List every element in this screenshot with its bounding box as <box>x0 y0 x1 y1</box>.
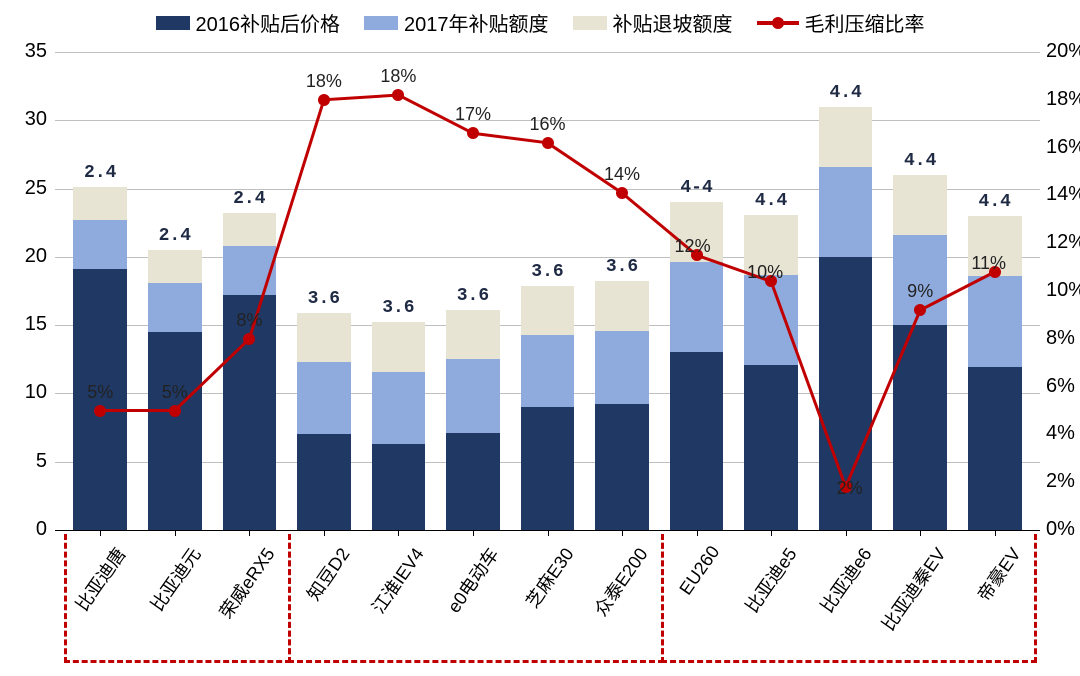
x-axis-label: 芝麻E30 <box>494 542 578 647</box>
legend-swatch-s3 <box>573 16 607 30</box>
legend: 2016补贴后价格 2017年补贴额度 补贴退坡额度 毛利压缩比率 <box>0 8 1080 37</box>
y-left-tick-label: 35 <box>17 40 47 63</box>
line-marker <box>542 137 554 149</box>
y-right-tick-label: 20% <box>1046 40 1080 63</box>
legend-label-s2: 2017年补贴额度 <box>404 8 549 37</box>
x-tick <box>920 530 921 536</box>
y-right-tick-label: 16% <box>1046 136 1080 159</box>
x-axis-label: 知豆D2 <box>271 542 355 647</box>
y-right-tick-label: 12% <box>1046 231 1080 254</box>
x-tick <box>249 530 250 536</box>
line-data-label: 5% <box>87 382 113 403</box>
legend-label-s3: 补贴退坡额度 <box>613 8 733 37</box>
x-tick <box>324 530 325 536</box>
plot-area: 051015202530350%2%4%6%8%10%12%14%16%18%2… <box>55 52 1040 530</box>
line-marker <box>467 127 479 139</box>
x-axis-label: EU260 <box>643 542 723 644</box>
line-marker <box>243 333 255 345</box>
y-right-tick-label: 10% <box>1046 279 1080 302</box>
line-data-label: 8% <box>236 310 262 331</box>
y-left-tick-label: 20 <box>17 245 47 268</box>
line-data-label: 12% <box>675 236 711 257</box>
x-axis-label: 比亚迪秦EV <box>867 542 951 647</box>
legend-item-s1: 2016补贴后价格 <box>156 8 341 37</box>
line-marker <box>392 89 404 101</box>
x-tick <box>175 530 176 536</box>
line-data-label: 9% <box>907 281 933 302</box>
y-left-tick-label: 5 <box>17 450 47 473</box>
line-data-label: 18% <box>380 66 416 87</box>
legend-swatch-s2 <box>364 16 398 30</box>
line-marker <box>94 405 106 417</box>
x-axis-label: 比亚迪e5 <box>718 542 802 647</box>
y-left-tick-label: 0 <box>17 518 47 541</box>
y-right-tick-label: 2% <box>1046 470 1075 493</box>
y-left-tick-label: 30 <box>17 108 47 131</box>
chart-root: 2016补贴后价格 2017年补贴额度 补贴退坡额度 毛利压缩比率 0 5 10 15… <box>0 0 1080 676</box>
line-data-label: 16% <box>529 114 565 135</box>
x-axis-label: 荣威eRX5 <box>196 542 280 647</box>
x-axis-label: 众泰E200 <box>569 542 653 647</box>
legend-label-line: 毛利压缩比率 <box>805 8 925 37</box>
legend-item-line: 毛利压缩比率 <box>757 8 925 37</box>
x-tick <box>697 530 698 536</box>
y-left-tick-label: 10 <box>17 381 47 404</box>
x-axis-label: 比亚迪唐 <box>47 542 131 647</box>
line-marker <box>616 187 628 199</box>
x-axis-label: 比亚迪元 <box>122 542 206 647</box>
x-tick <box>846 530 847 536</box>
x-axis-label: 比亚迪e6 <box>793 542 877 647</box>
line-data-label: 18% <box>306 71 342 92</box>
x-tick <box>622 530 623 536</box>
y-right-tick-label: 8% <box>1046 327 1075 350</box>
line-marker <box>318 94 330 106</box>
line-data-label: 14% <box>604 164 640 185</box>
legend-line-swatch <box>757 15 799 31</box>
legend-item-s2: 2017年补贴额度 <box>364 8 549 37</box>
legend-swatch-s1 <box>156 16 190 30</box>
y-left-tick-label: 15 <box>17 313 47 336</box>
line-marker <box>169 405 181 417</box>
x-tick <box>771 530 772 536</box>
y-left-tick-label: 25 <box>17 177 47 200</box>
x-tick <box>548 530 549 536</box>
line-data-label: 2% <box>837 478 863 499</box>
y-right-tick-label: 6% <box>1046 375 1075 398</box>
y-right-tick-label: 14% <box>1046 183 1080 206</box>
y-right-tick-label: 18% <box>1046 88 1080 111</box>
x-tick <box>995 530 996 536</box>
y-right-tick-label: 4% <box>1046 422 1075 445</box>
x-tick <box>100 530 101 536</box>
legend-item-s3: 补贴退坡额度 <box>573 8 733 37</box>
x-tick <box>398 530 399 536</box>
x-tick <box>473 530 474 536</box>
x-axis-label: e0电动车 <box>420 542 504 647</box>
line-data-label: 17% <box>455 104 491 125</box>
y-right-tick-label: 0% <box>1046 518 1075 541</box>
line-data-label: 5% <box>162 382 188 403</box>
line-data-label: 10% <box>747 262 783 283</box>
line-marker <box>914 304 926 316</box>
x-axis-label: 江淮IEV4 <box>345 542 429 647</box>
x-axis-label: 帝豪EV <box>942 542 1026 647</box>
line-data-label: 11% <box>971 253 1006 274</box>
legend-label-s1: 2016补贴后价格 <box>196 8 341 37</box>
